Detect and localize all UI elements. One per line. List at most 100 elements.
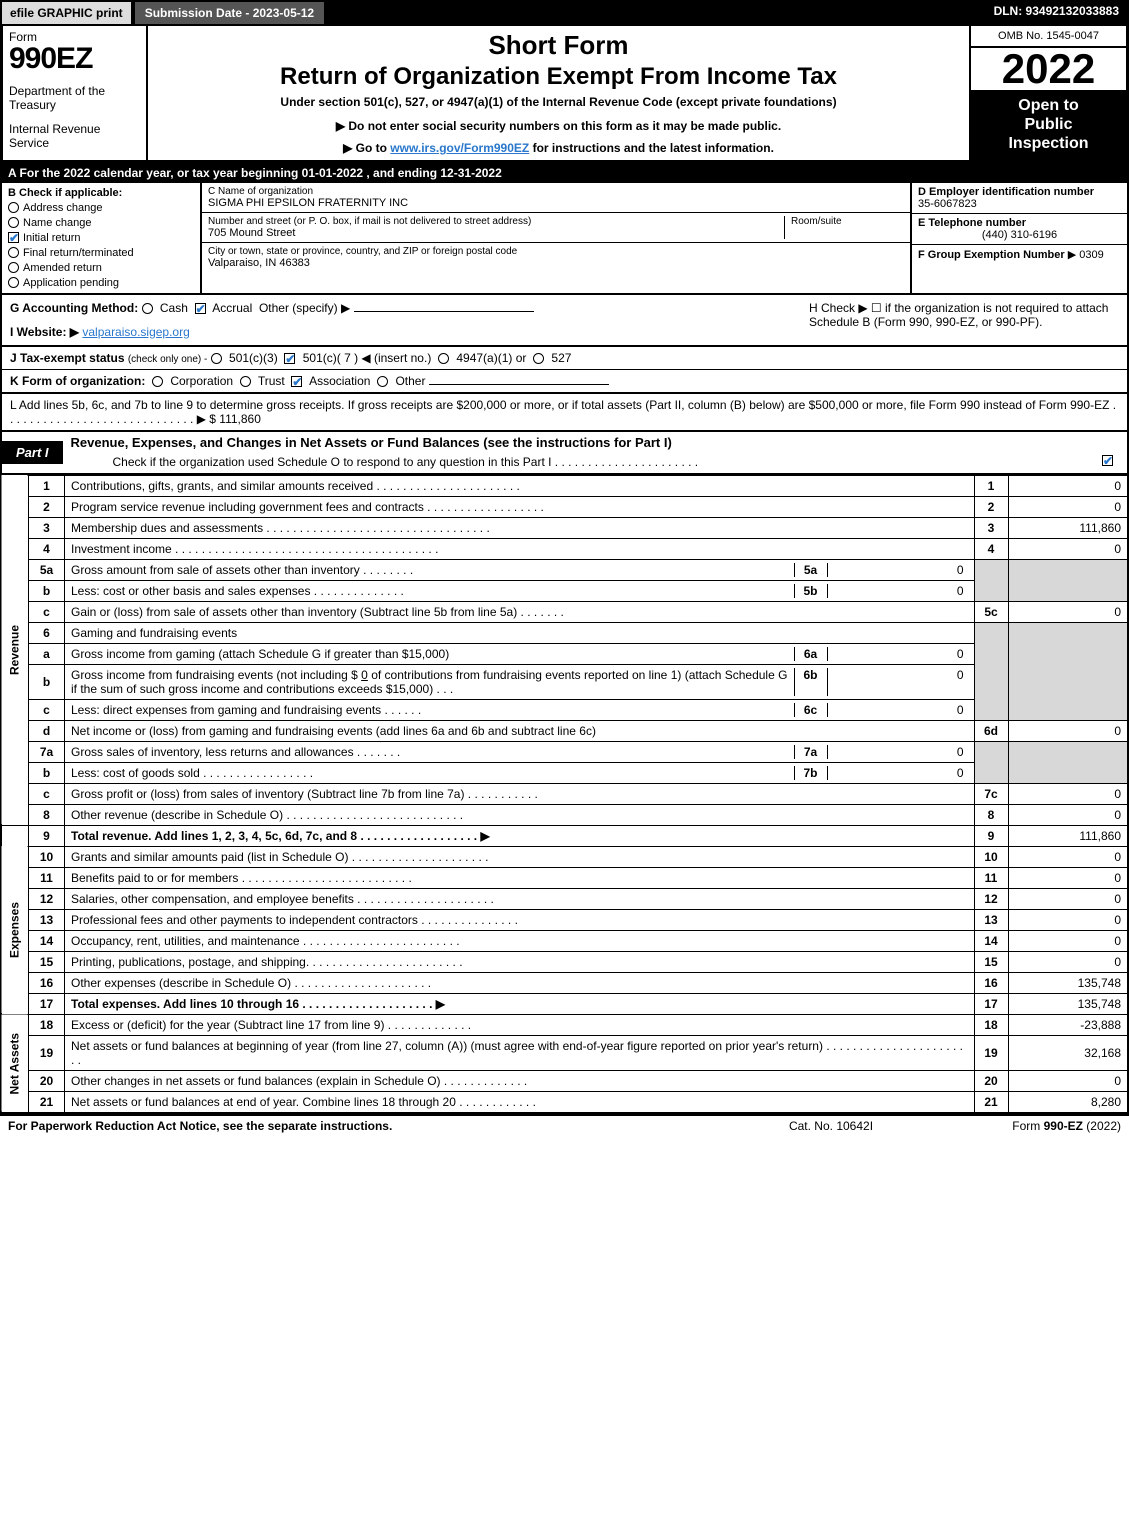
footer-catno: Cat. No. 10642I <box>741 1119 921 1133</box>
a-6d: 0 <box>1008 720 1128 741</box>
shade-7b <box>1008 741 1128 783</box>
addr: 705 Mound Street <box>208 227 784 239</box>
cb-4947[interactable] <box>438 353 449 364</box>
cb-name-change[interactable]: Name change <box>8 217 194 229</box>
a-1: 0 <box>1008 475 1128 496</box>
r-13: 13 <box>974 909 1008 930</box>
row-j: J Tax-exempt status (check only one) - 5… <box>0 347 1129 370</box>
addr-lbl: Number and street (or P. O. box, if mail… <box>208 216 784 227</box>
footer-formref: Form 990-EZ (2022) <box>921 1119 1121 1133</box>
d-2: Program service revenue including govern… <box>65 496 975 517</box>
a-16: 135,748 <box>1008 972 1128 993</box>
sa-7a: 0 <box>828 745 968 759</box>
l-amt: 111,860 <box>219 412 261 426</box>
d-6c: Less: direct expenses from gaming and fu… <box>65 699 975 720</box>
sl-6a: 6a <box>794 647 828 661</box>
g-other: Other (specify) ▶ <box>259 301 350 315</box>
tel: (440) 310-6196 <box>918 229 1121 241</box>
row-g-h: G Accounting Method: Cash ✔ Accrual Othe… <box>0 295 1129 347</box>
ln-7c: c <box>29 783 65 804</box>
cb-527[interactable] <box>533 353 544 364</box>
open-inspection: Open to Public Inspection <box>971 90 1126 160</box>
a-11: 0 <box>1008 867 1128 888</box>
spacer <box>326 0 983 26</box>
ln-1: 1 <box>29 475 65 496</box>
open-line1: Open to <box>975 96 1122 115</box>
side-net-assets: Net Assets <box>1 1014 29 1113</box>
j-lbl: J Tax-exempt status <box>10 351 125 365</box>
efile-print-button[interactable]: efile GRAPHIC print <box>0 0 133 26</box>
dept-treasury: Department of the Treasury <box>9 84 140 112</box>
open-line3: Inspection <box>975 134 1122 153</box>
d-7c: Gross profit or (loss) from sales of inv… <box>65 783 975 804</box>
ln-11: 11 <box>29 867 65 888</box>
line-a-period: A For the 2022 calendar year, or tax yea… <box>0 163 1129 183</box>
cb-final-return[interactable]: Final return/terminated <box>8 247 194 259</box>
part1-label: Part I <box>2 441 63 464</box>
d-17: Total expenses. Add lines 10 through 16 … <box>65 993 975 1014</box>
d-3: Membership dues and assessments . . . . … <box>65 517 975 538</box>
r-12: 12 <box>974 888 1008 909</box>
g-other-line[interactable] <box>354 311 534 312</box>
shade-5b <box>1008 559 1128 601</box>
d-5a: Gross amount from sale of assets other t… <box>65 559 975 580</box>
d-4: Investment income . . . . . . . . . . . … <box>65 538 975 559</box>
cb-501c3[interactable] <box>211 353 222 364</box>
cb-501c7[interactable]: ✔ <box>284 353 295 364</box>
website-link[interactable]: valparaiso.sigep.org <box>82 325 189 339</box>
cb-cash[interactable] <box>142 303 153 314</box>
irs-link[interactable]: www.irs.gov/Form990EZ <box>390 141 529 155</box>
a-18: -23,888 <box>1008 1014 1128 1035</box>
l-text: L Add lines 5b, 6c, and 7b to line 9 to … <box>10 398 1116 426</box>
irs-label: Internal Revenue Service <box>9 122 140 150</box>
ln-10: 10 <box>29 846 65 867</box>
ln-14: 14 <box>29 930 65 951</box>
k-other-line[interactable] <box>429 384 609 385</box>
cb-schedule-o[interactable]: ✔ <box>1102 455 1113 466</box>
ssn-warning: ▶ Do not enter social security numbers o… <box>156 119 961 133</box>
sl-7b: 7b <box>794 766 828 780</box>
ln-17: 17 <box>29 993 65 1014</box>
d-7b: Less: cost of goods sold . . . . . . . .… <box>65 762 975 783</box>
sa-5b: 0 <box>828 584 968 598</box>
part1-sub: Check if the organization used Schedule … <box>63 453 1127 473</box>
h-schedule-b: H Check ▶ ☐ if the organization is not r… <box>809 301 1119 339</box>
cb-other-org[interactable] <box>377 376 388 387</box>
a-20: 0 <box>1008 1070 1128 1091</box>
r-3: 3 <box>974 517 1008 538</box>
cb-address-change[interactable]: Address change <box>8 202 194 214</box>
ln-5b: b <box>29 580 65 601</box>
sl-6b: 6b <box>794 668 828 696</box>
page-footer: For Paperwork Reduction Act Notice, see … <box>0 1114 1129 1136</box>
ln-3: 3 <box>29 517 65 538</box>
r-11: 11 <box>974 867 1008 888</box>
sa-6c: 0 <box>828 703 968 717</box>
a-19: 32,168 <box>1008 1035 1128 1070</box>
r-9: 9 <box>974 825 1008 846</box>
ln-13: 13 <box>29 909 65 930</box>
cb-assoc[interactable]: ✔ <box>291 376 302 387</box>
top-bar: efile GRAPHIC print Submission Date - 20… <box>0 0 1129 26</box>
title-short-form: Short Form <box>156 30 961 61</box>
cb-initial-return[interactable]: ✔Initial return <box>8 232 194 244</box>
sa-7b: 0 <box>828 766 968 780</box>
a-14: 0 <box>1008 930 1128 951</box>
sa-6b: 0 <box>828 668 968 696</box>
d-16: Other expenses (describe in Schedule O) … <box>65 972 975 993</box>
city-lbl: City or town, state or province, country… <box>208 246 904 257</box>
cb-corp[interactable] <box>152 376 163 387</box>
cb-trust[interactable] <box>240 376 251 387</box>
ln-2: 2 <box>29 496 65 517</box>
d-12: Salaries, other compensation, and employ… <box>65 888 975 909</box>
cb-application-pending[interactable]: Application pending <box>8 277 194 289</box>
cb-amended-return[interactable]: Amended return <box>8 262 194 274</box>
open-line2: Public <box>975 115 1122 134</box>
cb-accrual[interactable]: ✔ <box>195 303 206 314</box>
a-2: 0 <box>1008 496 1128 517</box>
d-6b: Gross income from fundraising events (no… <box>65 664 975 699</box>
r-17: 17 <box>974 993 1008 1014</box>
ln-8: 8 <box>29 804 65 825</box>
d-11: Benefits paid to or for members . . . . … <box>65 867 975 888</box>
d-7a: Gross sales of inventory, less returns a… <box>65 741 975 762</box>
a-3: 111,860 <box>1008 517 1128 538</box>
